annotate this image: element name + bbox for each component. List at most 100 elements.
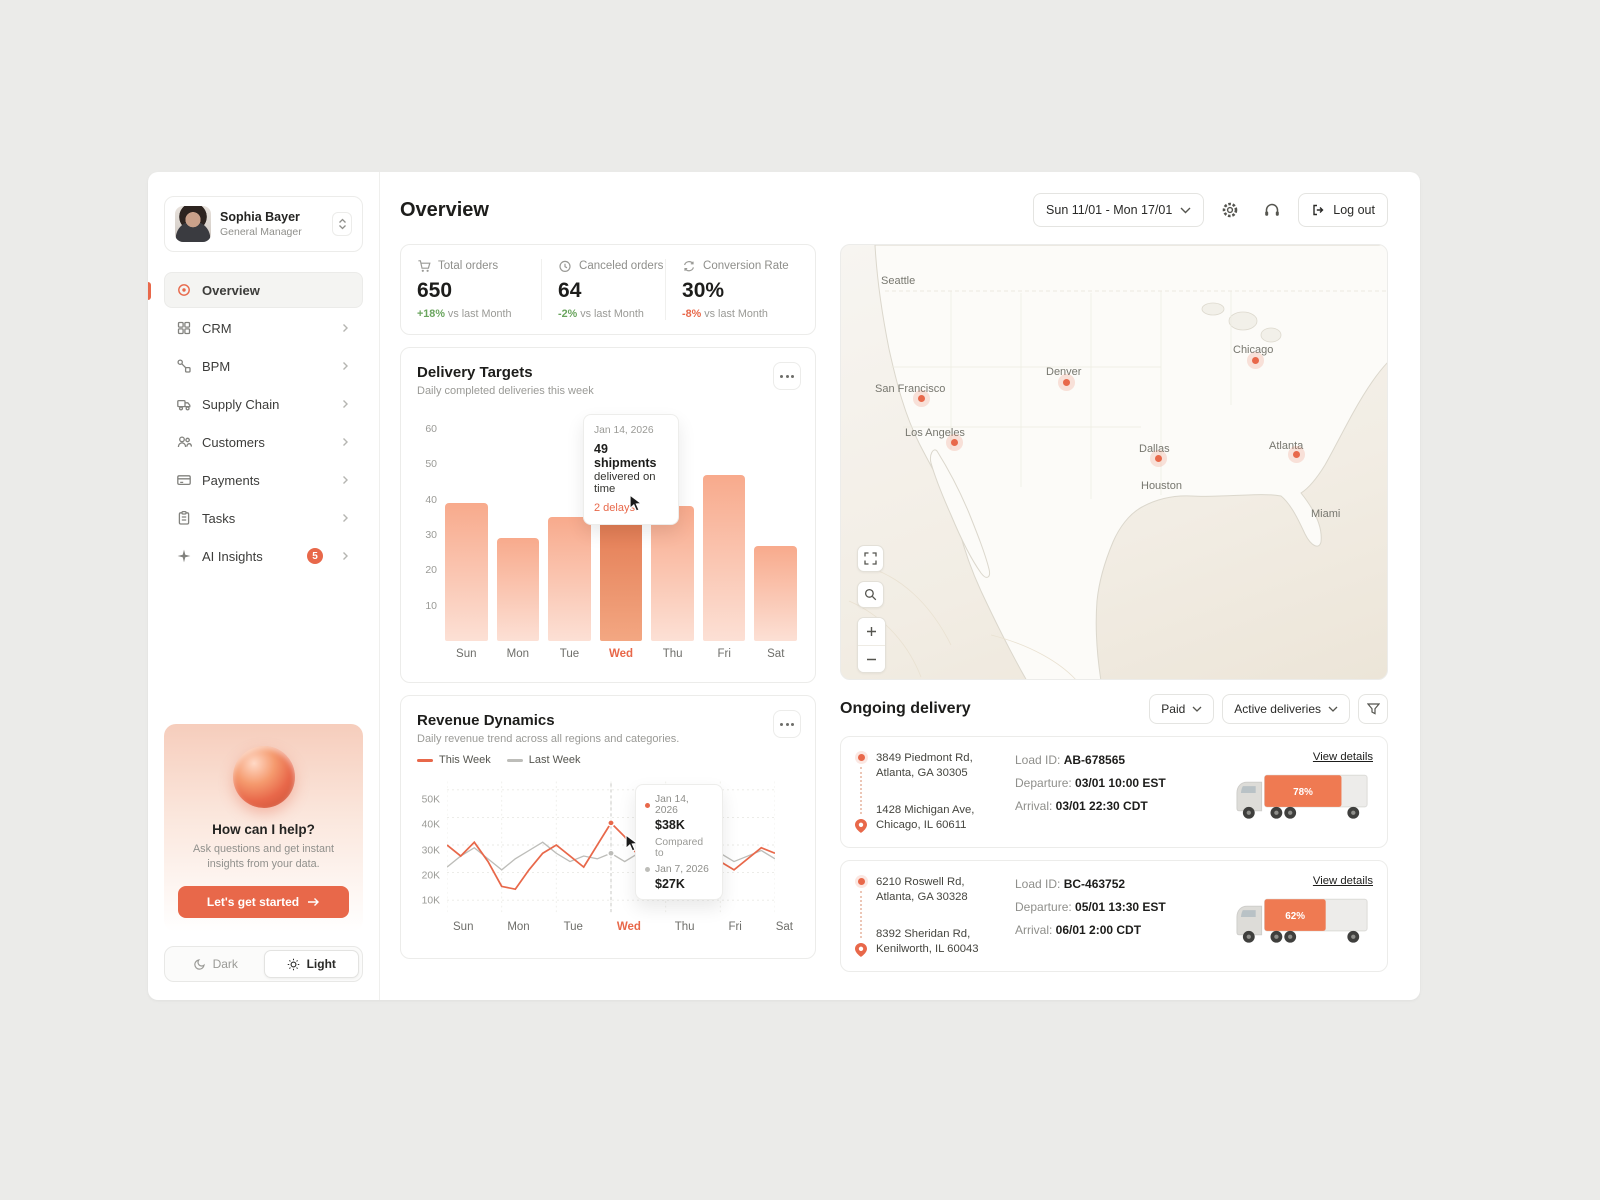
revenue-chart: 10K 20K 30K 40K 50K xyxy=(417,776,799,914)
view-details-link[interactable]: View details xyxy=(1312,751,1373,763)
map-city-label-los-angeles: Los Angeles xyxy=(905,427,965,439)
arrival-value: 06/01 2:00 CDT xyxy=(1055,923,1142,937)
cursor-pointer xyxy=(629,494,643,512)
bar-sun[interactable] xyxy=(445,503,488,641)
x-label-wed: Wed xyxy=(608,648,634,660)
theme-toggle: Dark Light xyxy=(164,946,363,982)
bar-mon[interactable] xyxy=(496,538,540,641)
route-origin-dot xyxy=(857,878,865,885)
revenue-dynamics-card: Revenue Dynamics Daily revenue trend acr… xyxy=(400,695,816,959)
sidebar-item-crm[interactable]: CRM xyxy=(164,310,363,346)
map-marker-los-angeles[interactable] xyxy=(950,438,958,446)
active-deliveries-label: Active deliveries xyxy=(1234,702,1321,716)
legend-label: Last Week xyxy=(528,754,581,766)
sidebar-item-overview[interactable]: Overview xyxy=(164,272,363,308)
map-marker-san-francisco[interactable] xyxy=(917,394,925,402)
chevron-down-icon xyxy=(1180,207,1191,213)
filter-button[interactable] xyxy=(1358,694,1388,724)
chevron-right-icon xyxy=(339,512,351,524)
legend-swatch xyxy=(417,758,433,762)
workflow-icon xyxy=(176,358,192,374)
tooltip-date: Jan 14, 2026 xyxy=(594,425,654,436)
date-range-dropdown[interactable]: Sun 11/01 - Mon 17/01 xyxy=(1033,193,1205,227)
sidebar-item-supply-chain[interactable]: Supply Chain xyxy=(164,386,363,422)
map-fullscreen-button[interactable] xyxy=(857,545,884,572)
view-details-link[interactable]: View details xyxy=(1312,875,1373,887)
y-tick-20: 20 xyxy=(425,564,437,577)
delivery-card[interactable]: 3849 Piedmont Rd, Atlanta, GA 30305 1428 … xyxy=(840,736,1388,848)
map-city-label-miami: Miami xyxy=(1311,508,1341,520)
bar-tue[interactable] xyxy=(548,517,591,641)
revenue-tooltip: Jan 14, 2026 $38K Compared to Jan 7, 202… xyxy=(635,784,723,900)
headset-icon xyxy=(1265,203,1280,216)
revenue-menu-button[interactable] xyxy=(773,710,801,738)
profile-expander-button[interactable] xyxy=(332,212,352,236)
sparkle-icon xyxy=(176,548,192,564)
stat-delta: -2% xyxy=(558,308,578,320)
x-label-mon: Mon xyxy=(506,648,530,660)
tooltip-value2: $27K xyxy=(655,877,685,891)
map-search-button[interactable] xyxy=(857,581,884,608)
map-marker-chicago[interactable] xyxy=(1251,356,1259,364)
zoom-out-button[interactable] xyxy=(858,645,885,672)
map-city-label-dallas: Dallas xyxy=(1139,443,1170,455)
active-deliveries-dropdown[interactable]: Active deliveries xyxy=(1222,694,1350,724)
x-label-thu: Thu xyxy=(662,648,683,660)
x-label-thu: Thu xyxy=(674,921,695,933)
stat-delta: +18% xyxy=(417,308,445,320)
stat-note: -2% vs last Month xyxy=(558,308,665,320)
logout-label: Log out xyxy=(1333,203,1375,217)
sidebar-item-tasks[interactable]: Tasks xyxy=(164,500,363,536)
support-button[interactable] xyxy=(1256,194,1288,226)
delivery-targets-menu-button[interactable] xyxy=(773,362,801,390)
stat-note: -8% vs last Month xyxy=(682,308,799,320)
revenue-subtitle: Daily revenue trend across all regions a… xyxy=(417,733,680,745)
legend-swatch xyxy=(506,758,523,762)
y-tick-50K: 50K xyxy=(421,794,440,806)
map[interactable]: Seattle San Francisco Los Angeles Denver Chi… xyxy=(840,244,1388,680)
tooltip-shipments: 49 shipments xyxy=(594,442,657,470)
settings-button[interactable] xyxy=(1214,194,1246,226)
departure-value: 03/01 10:00 EST xyxy=(1075,776,1166,790)
paid-filter-dropdown[interactable]: Paid xyxy=(1149,694,1215,724)
main-header: Overview Sun 11/01 - Mon 17/01 Log out xyxy=(400,192,1388,228)
chevron-right-icon xyxy=(339,360,351,372)
x-label-mon: Mon xyxy=(507,921,530,933)
route-destination-pin-icon xyxy=(855,819,867,833)
map-marker-dallas[interactable] xyxy=(1154,454,1162,462)
tooltip-value1: $38K xyxy=(655,818,685,832)
bar-fri[interactable] xyxy=(702,474,746,641)
delivery-card[interactable]: 6210 Roswell Rd, Atlanta, GA 30328 8392 S… xyxy=(840,860,1388,972)
minus-icon xyxy=(867,658,876,660)
theme-dark-button[interactable]: Dark xyxy=(168,950,264,978)
bar-thu[interactable] xyxy=(651,506,694,641)
logout-button[interactable]: Log out xyxy=(1298,193,1388,227)
map-marker-atlanta[interactable] xyxy=(1292,450,1300,458)
sidebar-item-ai-insights[interactable]: AI Insights 5 xyxy=(164,538,363,574)
map-marker-denver[interactable] xyxy=(1062,378,1070,386)
sidebar-item-customers[interactable]: Customers xyxy=(164,424,363,460)
bar-chart-plot xyxy=(443,411,799,641)
get-started-label: Let's get started xyxy=(206,895,300,909)
get-started-button[interactable]: Let's get started xyxy=(178,886,349,918)
map-city-label-chicago: Chicago xyxy=(1233,344,1274,356)
sidebar-item-label: Tasks xyxy=(202,510,236,526)
legend-label: This Week xyxy=(439,754,491,766)
sidebar-nav: Overview CRM BPM Supply Chain Customers xyxy=(164,272,363,574)
assistant-orb xyxy=(232,745,295,808)
tooltip-date1: Jan 14, 2026 xyxy=(655,794,689,816)
sidebar-item-bpm[interactable]: BPM xyxy=(164,348,363,384)
sidebar-item-payments[interactable]: Payments xyxy=(164,462,363,498)
promo-title: How can I help? xyxy=(212,821,315,837)
zoom-in-button[interactable] xyxy=(858,618,885,645)
profile-card[interactable]: Sophia Bayer General Manager xyxy=(164,196,363,252)
origin-address: 3849 Piedmont Rd, Atlanta, GA 30305 xyxy=(876,752,973,780)
bar-sat[interactable] xyxy=(754,545,798,641)
sidebar-item-label: Supply Chain xyxy=(202,396,280,412)
clock-icon xyxy=(559,260,571,273)
theme-light-button[interactable]: Light xyxy=(263,950,359,978)
route-destination-pin-icon xyxy=(855,943,867,957)
y-tick-10K: 10K xyxy=(421,895,440,907)
chevron-right-icon xyxy=(339,436,351,448)
cursor-pointer xyxy=(625,834,639,852)
